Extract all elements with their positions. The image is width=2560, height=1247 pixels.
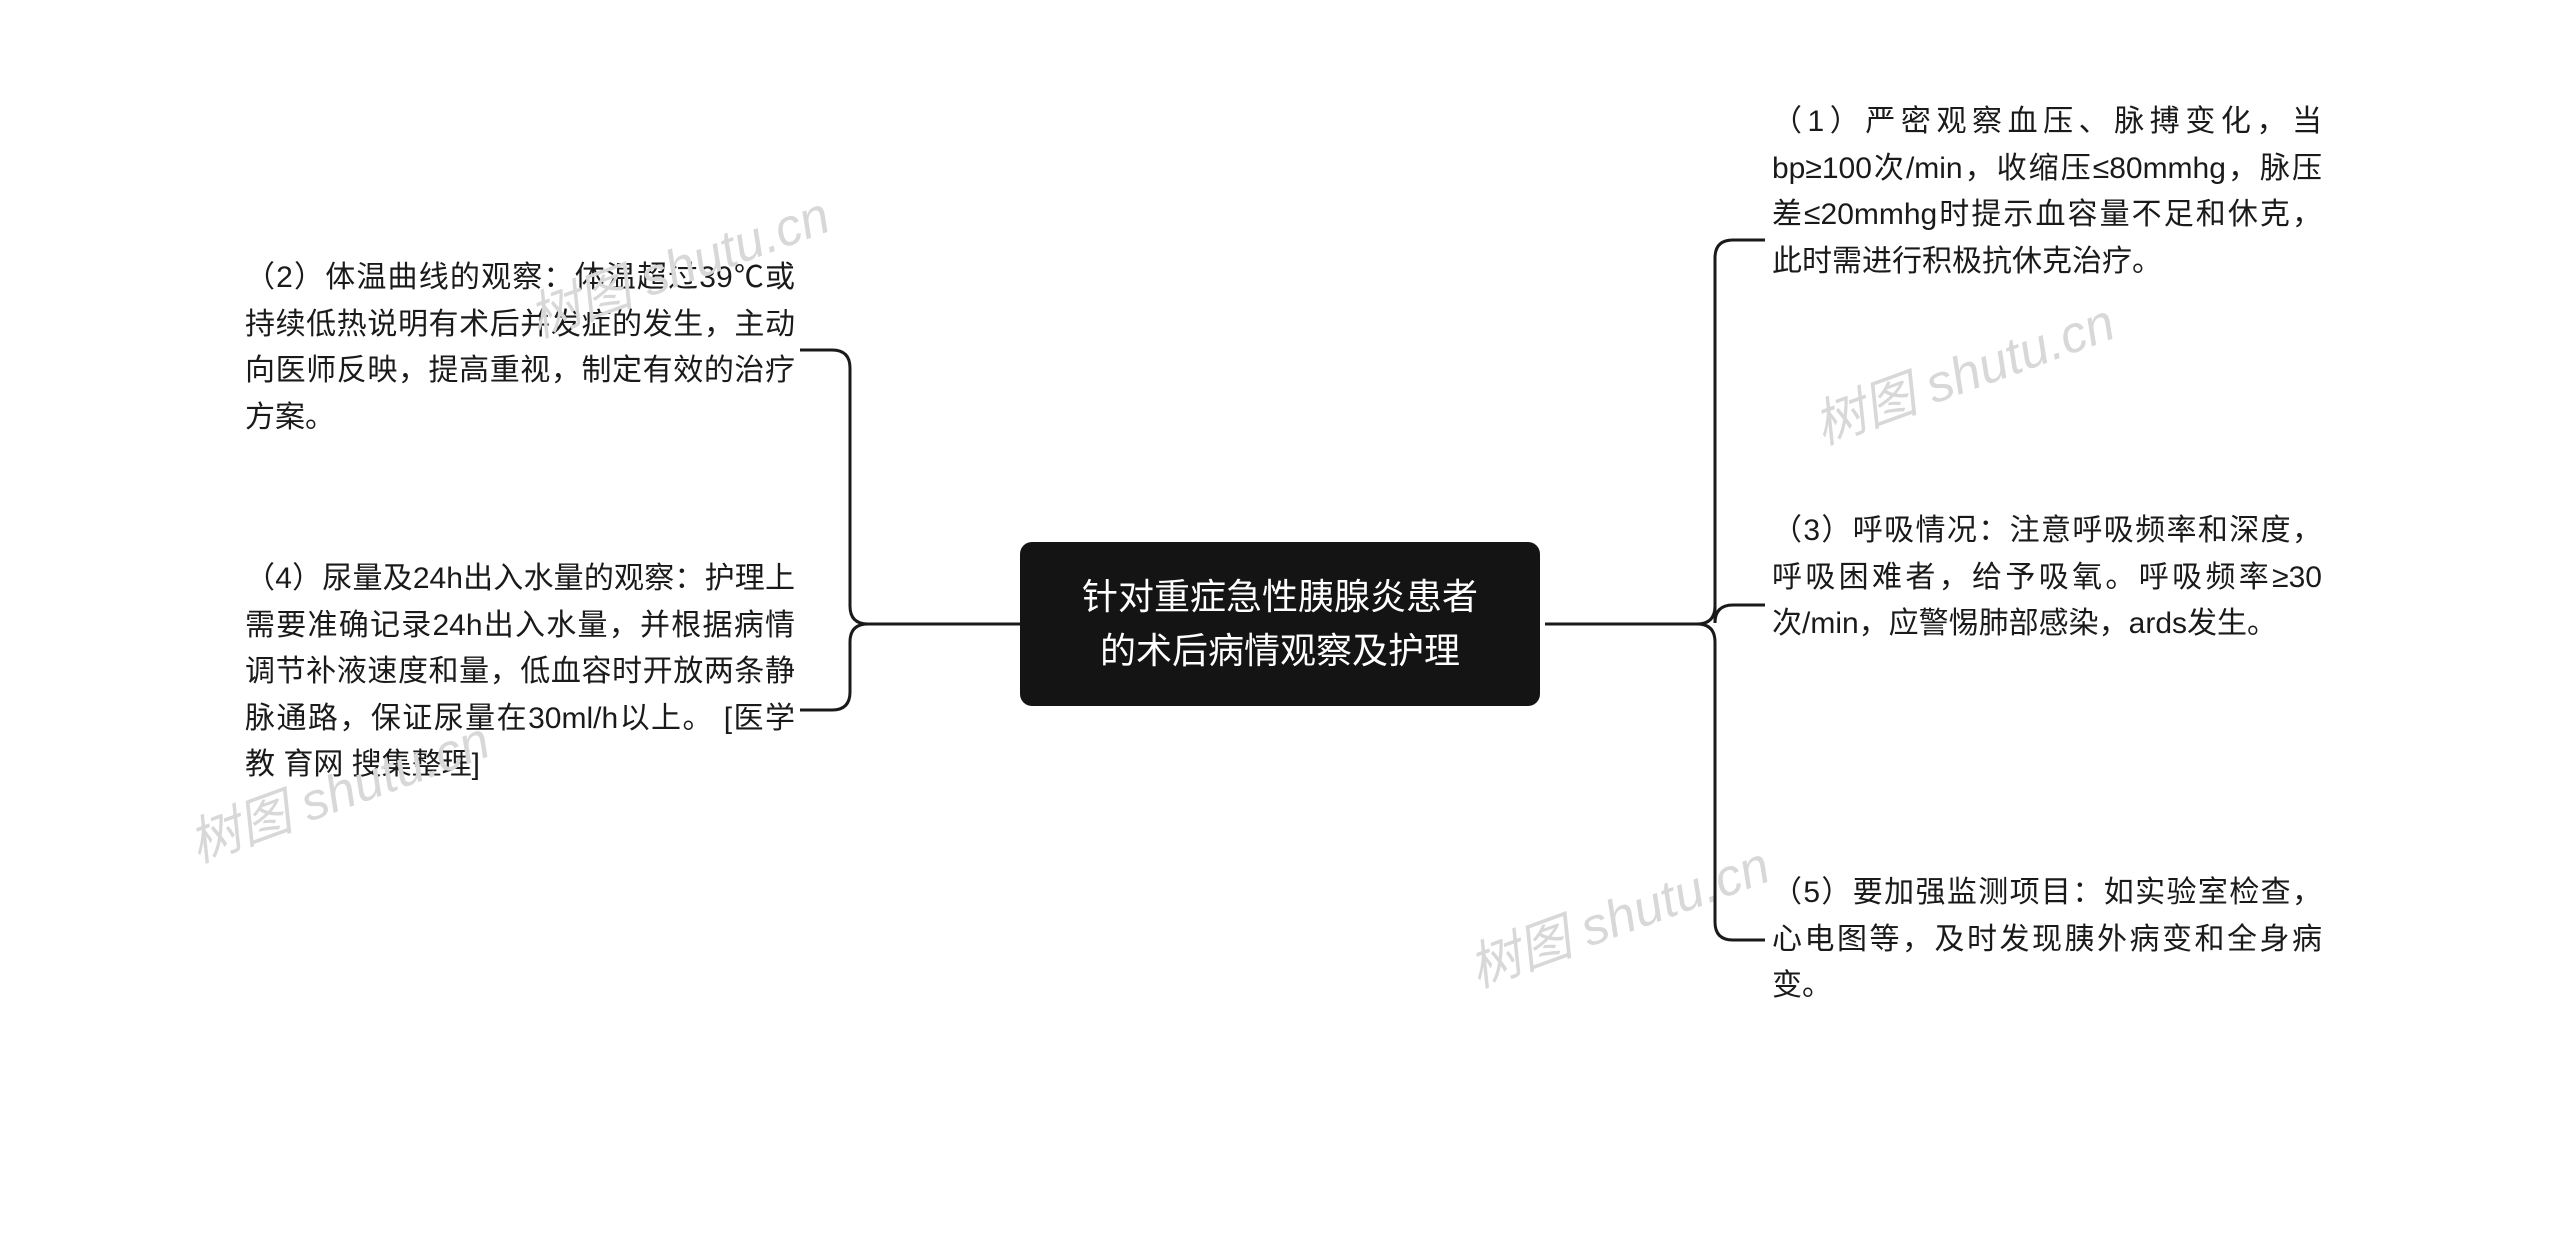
branch-item-5[interactable]: （5）要加强监测项目：如实验室检查，心电图等，及时发现胰外病变和全身病变。 <box>1772 870 2322 1010</box>
branch-item-4[interactable]: （4）尿量及24h出入水量的观察：护理上需要准确记录24h出入水量，并根据病情调… <box>245 556 795 789</box>
center-line2: 的术后病情观察及护理 <box>1060 624 1500 678</box>
branch-item-1[interactable]: （1）严密观察血压、脉搏变化，当bp≥100次/min，收缩压≤80mmhg，脉… <box>1772 99 2322 285</box>
center-topic[interactable]: 针对重症急性胰腺炎患者 的术后病情观察及护理 <box>1020 542 1540 706</box>
mindmap-container: 树图 shutu.cn 树图 shutu.cn 树图 shutu.cn 树图 s… <box>0 0 2560 1247</box>
branch-item-2[interactable]: （2）体温曲线的观察：体温超过39℃或持续低热说明有术后并发症的发生，主动向医师… <box>245 255 795 441</box>
watermark: 树图 shutu.cn <box>1457 823 1779 1001</box>
branch-item-3[interactable]: （3）呼吸情况：注意呼吸频率和深度，呼吸困难者，给予吸氧。呼吸频率≥30次/mi… <box>1772 508 2322 648</box>
watermark: 树图 shutu.cn <box>1802 280 2124 458</box>
center-line1: 针对重症急性胰腺炎患者 <box>1060 570 1500 624</box>
